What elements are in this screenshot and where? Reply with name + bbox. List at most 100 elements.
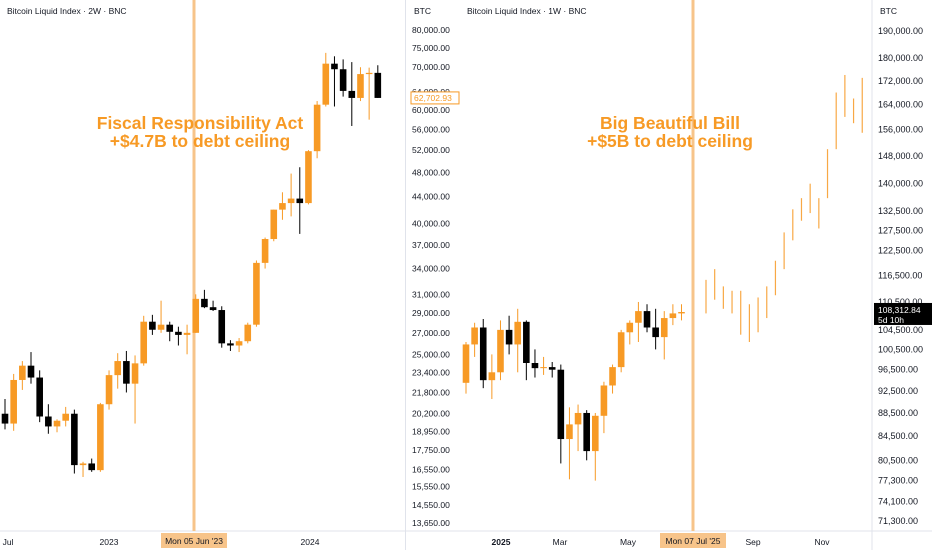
x-tick-label-right: May [620, 537, 637, 547]
chart-panel-right[interactable]: 190,000.00 180,000.00 172,000.00 164,000.00… [460, 0, 932, 550]
y-tick-label-right: 180,000.00 [878, 53, 923, 63]
event-label-box-right [660, 533, 726, 548]
y-tick-label-right: 132,500.00 [878, 206, 923, 216]
annotation-right: Big Beautiful Bill +$5B to debt ceiling [570, 114, 770, 150]
candle-body [669, 313, 677, 319]
candle-body [566, 424, 573, 440]
candle-body [201, 298, 208, 308]
candle-body [479, 327, 487, 381]
candle-body [574, 412, 582, 425]
candlestick-chart-right[interactable]: 190,000.00 180,000.00 172,000.00 164,000.00… [460, 0, 932, 550]
candle-body [27, 365, 35, 378]
panel-divider [405, 0, 406, 550]
y-tick-label-right: 156,000.00 [878, 125, 923, 135]
candle-body [626, 322, 634, 333]
y-tick-label-left: 75,000.00 [412, 43, 450, 53]
y-tick-label-right: 164,000.00 [878, 100, 923, 110]
candle-body [592, 415, 599, 452]
candle-body [149, 321, 156, 330]
candle-body [227, 343, 234, 346]
candle-body [114, 361, 122, 376]
candle-body [678, 312, 685, 314]
candle-body [305, 151, 312, 204]
y-tick-label-left: 29,000.00 [412, 308, 450, 318]
y-tick-label-right: 74,100.00 [878, 497, 918, 507]
candle-body [339, 69, 347, 91]
candle-body [270, 209, 278, 240]
last-price-box-left [410, 91, 460, 105]
candle-body [488, 372, 496, 381]
candle-body [157, 324, 165, 330]
chart-panel-left[interactable]: 80,000.0075,000.0070,000.0064,000.0060,0… [0, 0, 460, 550]
y-tick-label-right: 190,000.00 [878, 26, 923, 36]
candle-body [244, 324, 252, 342]
y-tick-label-right: 96,500.00 [878, 365, 918, 375]
y-tick-label-left: 60,000.00 [412, 105, 450, 115]
y-tick-label-left: 27,000.00 [412, 328, 450, 338]
y-tick-label-right: 92,500.00 [878, 386, 918, 396]
candle-body [261, 239, 269, 263]
candle-body [548, 367, 556, 370]
x-tick-label-left: Jul [3, 537, 14, 547]
candle-body [505, 329, 513, 345]
y-tick-label-right: 88,500.00 [878, 408, 918, 418]
candle-body [53, 420, 61, 427]
candle-body [105, 375, 113, 405]
candle-body [557, 369, 565, 440]
y-tick-label-right: 148,000.00 [878, 151, 923, 161]
candle-body [131, 363, 139, 384]
countdown-label-right: 5d 10h [878, 315, 904, 325]
candle-body [322, 63, 330, 105]
candle-body [583, 412, 590, 452]
y-tick-label-left: 18,950.00 [412, 427, 450, 437]
y-tick-label-right: 104,500.00 [878, 325, 923, 335]
candle-body [166, 324, 174, 332]
x-tick-label-right: Sep [745, 537, 760, 547]
candle-body [183, 332, 191, 335]
candle-body [514, 321, 522, 345]
last-price-label-left: 62,702.93 [414, 93, 452, 103]
candle-body [175, 331, 182, 335]
y-tick-label-left: 52,000.00 [412, 145, 450, 155]
y-tick-label-right: 127,500.00 [878, 225, 923, 235]
candle-body [660, 318, 668, 338]
candle-body [348, 90, 356, 98]
candle-body [287, 198, 295, 204]
y-tick-label-left: 44,000.00 [412, 192, 450, 202]
y-tick-label-left: 25,000.00 [412, 349, 450, 359]
event-line-right [691, 0, 695, 531]
candle-body [617, 332, 625, 368]
candle-body [235, 341, 243, 346]
x-tick-label-left: 2023 [100, 537, 119, 547]
candle-body [123, 361, 130, 384]
candle-body [523, 321, 530, 364]
candle-body [600, 385, 608, 416]
y-tick-label-left: 20,200.00 [412, 409, 450, 419]
y-tick-label-right: 140,000.00 [878, 179, 923, 189]
y-tick-label-right: 116,500.00 [878, 271, 922, 281]
candle-body [1, 413, 9, 424]
candlestick-chart-left[interactable]: 80,000.0075,000.0070,000.0064,000.0060,0… [0, 0, 460, 550]
y-tick-label-right: 80,500.00 [878, 455, 918, 465]
y-tick-label-left: 40,000.00 [412, 218, 450, 228]
y-tick-label-right: 77,300.00 [878, 476, 918, 486]
y-tick-label-left: 21,800.00 [412, 387, 450, 397]
y-tick-label-right: 110,500.00 [878, 297, 922, 307]
x-tick-label-left: 2024 [301, 537, 320, 547]
y-tick-label-right: 100,500.00 [878, 344, 923, 354]
annotation-right-line2: +$5B to debt ceiling [587, 131, 753, 151]
y-tick-label-left: 23,400.00 [412, 368, 450, 378]
candle-body [331, 63, 338, 70]
candle-body [357, 74, 364, 98]
candle-body [218, 310, 226, 344]
last-price-box-right [874, 302, 932, 325]
candle-body [209, 307, 217, 311]
candle-body [79, 463, 87, 466]
candle-body [652, 327, 659, 338]
y-tick-label-left: 37,000.00 [412, 240, 450, 250]
event-line-left [192, 0, 196, 531]
event-label-left: Mon 05 Jun '23 [165, 536, 223, 546]
candle-body [635, 311, 642, 323]
x-tick-label-right: Mar [553, 537, 568, 547]
candle-body [609, 367, 616, 386]
